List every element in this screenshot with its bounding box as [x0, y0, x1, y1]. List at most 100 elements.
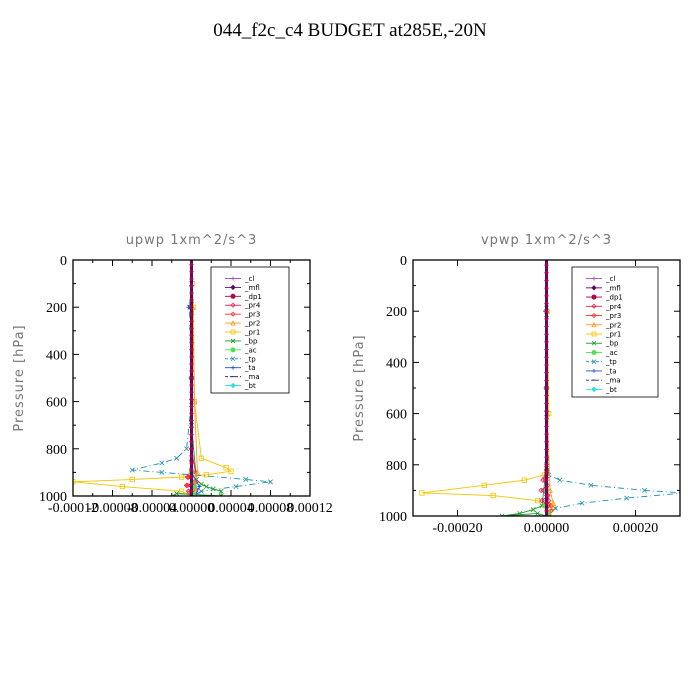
legend-label: _ac: [605, 349, 618, 357]
data-point-tp: [557, 477, 563, 483]
x-tick-label: 0.00000: [524, 521, 570, 536]
legend-label: _bt: [244, 382, 256, 390]
data-point-center-stack: [544, 301, 549, 306]
legend-item-pr2: _pr2: [586, 321, 621, 329]
data-point-center-stack: [544, 470, 549, 475]
legend-marker: [591, 321, 597, 328]
data-point-center-stack: [189, 304, 194, 310]
legend-label: _ma: [244, 373, 260, 381]
y-tick-label: 200: [46, 301, 67, 316]
legend-item-ac: _ac: [225, 346, 257, 354]
chart-panel-1: upwp 1xm^2/s^3 Pressure [hPa] 0 200 400 600 80…: [12, 233, 333, 516]
data-point-center-stack: [544, 447, 549, 452]
legend-item-pr1: _pr1: [586, 331, 621, 339]
data-point-center-stack: [544, 354, 549, 360]
data-point-bp: [198, 481, 204, 487]
legend-marker: [230, 329, 236, 335]
data-point-pr1: [481, 482, 487, 488]
data-point-center-stack: [189, 432, 194, 437]
legend-item-tp: _tp: [225, 355, 256, 363]
x-tick-label: -0.00008: [87, 501, 137, 516]
x-tick-label: -0.00004: [127, 501, 177, 516]
data-point-center-stack: [189, 467, 194, 473]
data-point-pr3: [184, 482, 191, 489]
legend-box: [571, 266, 659, 398]
legend-item-bp: _bp: [586, 340, 619, 348]
data-point-center-stack: [189, 262, 194, 268]
legend-marker: [591, 359, 597, 364]
legend-item-pr3: _pr3: [225, 311, 260, 319]
data-point-center-stack: [189, 382, 194, 388]
data-point-pr1: [198, 455, 204, 461]
legend-item-pr3: _pr3: [586, 312, 621, 320]
data-point-center-stack: [189, 283, 194, 289]
data-point-center-stack: [189, 276, 194, 282]
data-point-center-stack: [544, 324, 549, 329]
data-point-center-stack: [189, 290, 194, 296]
legend-item-bt: _bt: [586, 386, 617, 394]
legend-label: _bp: [244, 337, 258, 345]
data-point-tp: [243, 476, 249, 482]
legend-box: [210, 266, 290, 394]
legend-label: _pr3: [244, 311, 260, 319]
data-point-ta: [197, 484, 202, 489]
legend-label: _pr2: [605, 321, 621, 329]
legend-marker: [230, 347, 236, 353]
x-tick-label: -0.00012: [48, 501, 98, 516]
data-point-tp: [641, 487, 647, 493]
legend-item-mfl: _mfl: [586, 284, 621, 292]
legend-item-bt: _bt: [225, 382, 256, 390]
series-group: [419, 260, 680, 516]
series-line-pr1: [73, 260, 233, 496]
data-point-pr1: [223, 465, 229, 471]
data-point-center-stack: [544, 477, 549, 483]
data-point-center-stack: [544, 454, 549, 460]
panel-title: upwp 1xm^2/s^3: [126, 233, 258, 248]
data-point-pr1: [521, 477, 527, 483]
data-point-bp: [499, 513, 505, 516]
data-point-center-stack: [189, 453, 194, 459]
data-point-center-stack: [189, 340, 194, 345]
data-point-center-stack: [189, 474, 194, 480]
data-point-center-stack: [189, 368, 194, 374]
y-tick-label: 600: [46, 396, 67, 411]
legend-item-dp1: _dp1: [586, 294, 623, 302]
legend-marker: [591, 294, 597, 300]
legend-marker: [591, 349, 597, 355]
legend-marker: [230, 320, 236, 326]
legend-marker: [230, 311, 236, 317]
data-point-center-stack: [189, 347, 194, 352]
data-point-tp: [159, 469, 165, 475]
legend-label: _pr2: [244, 320, 260, 328]
data-point-center-stack: [544, 362, 549, 368]
legend-label: _tp: [605, 358, 617, 366]
legend-label: _ac: [244, 346, 257, 354]
data-point-tp: [268, 479, 273, 485]
legend-label: _bp: [605, 340, 619, 348]
legend-item-pr2: _pr2: [225, 320, 260, 328]
x-tick-label: -0.00020: [432, 521, 482, 536]
legend-label: _cl: [605, 275, 615, 283]
data-point-center-stack: [189, 404, 194, 409]
legend-label: _pr1: [244, 329, 260, 337]
legend-label: _pr1: [605, 331, 621, 339]
legend-marker: [591, 386, 597, 393]
data-point-center-stack: [544, 385, 549, 391]
x-tick-label: 0.00012: [287, 501, 333, 516]
legend-item-dp1: _dp1: [225, 293, 262, 301]
legend-marker: [591, 340, 597, 346]
figure-title: 044_f2c_c4 BUDGET at285E,-20N: [213, 20, 487, 41]
data-point-center-stack: [544, 270, 549, 276]
series-line-bp: [171, 260, 222, 496]
x-tick-label: 0.00020: [613, 521, 659, 536]
legend-marker: [231, 276, 235, 281]
legend-marker: [592, 276, 596, 281]
legend-item-pr4: _pr4: [225, 302, 261, 310]
legend-marker: [231, 365, 235, 370]
legend-marker: [230, 284, 236, 291]
data-point-center-stack: [544, 508, 549, 514]
data-point-center-stack: [189, 418, 194, 423]
legend-item-tp: _tp: [586, 358, 617, 366]
data-point-bp: [174, 491, 180, 496]
data-point-tp: [579, 500, 585, 506]
